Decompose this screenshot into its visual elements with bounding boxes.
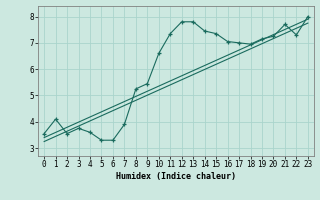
X-axis label: Humidex (Indice chaleur): Humidex (Indice chaleur) xyxy=(116,172,236,181)
